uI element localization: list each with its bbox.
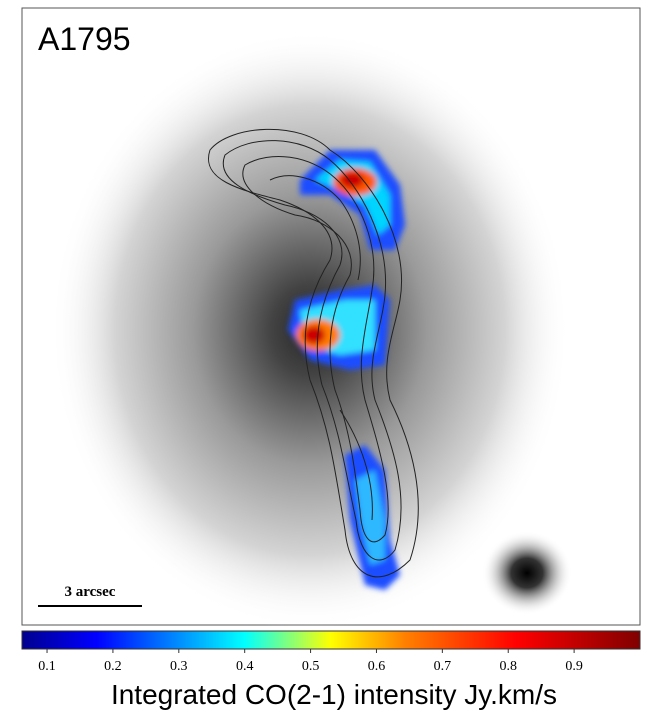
colorbar-tick-label: 0.7: [434, 659, 452, 674]
image-label: A1795: [38, 21, 131, 57]
colorbar-tick-label: 0.6: [368, 659, 386, 674]
colorbar-tick-label: 0.9: [565, 659, 583, 674]
colorbar-tick-label: 0.5: [302, 659, 320, 674]
colorbar-tick-label: 0.3: [170, 659, 188, 674]
sky-image: A1795 3 arcsec: [21, 7, 641, 630]
colorbar: 0.1 0.2 0.3 0.4 0.5 0.6 0.7 0.8 0.9: [21, 630, 641, 674]
colorbar-tick-label: 0.4: [236, 659, 254, 674]
colorbar-gradient: [21, 630, 641, 650]
colorbar-tick-label: 0.2: [104, 659, 122, 674]
colorbar-label: Integrated CO(2-1) intensity Jy.km/s: [111, 679, 557, 710]
scale-bar-label: 3 arcsec: [65, 584, 116, 600]
colorbar-tick-label: 0.1: [38, 659, 56, 674]
colorbar-tick-label: 0.8: [499, 659, 517, 674]
